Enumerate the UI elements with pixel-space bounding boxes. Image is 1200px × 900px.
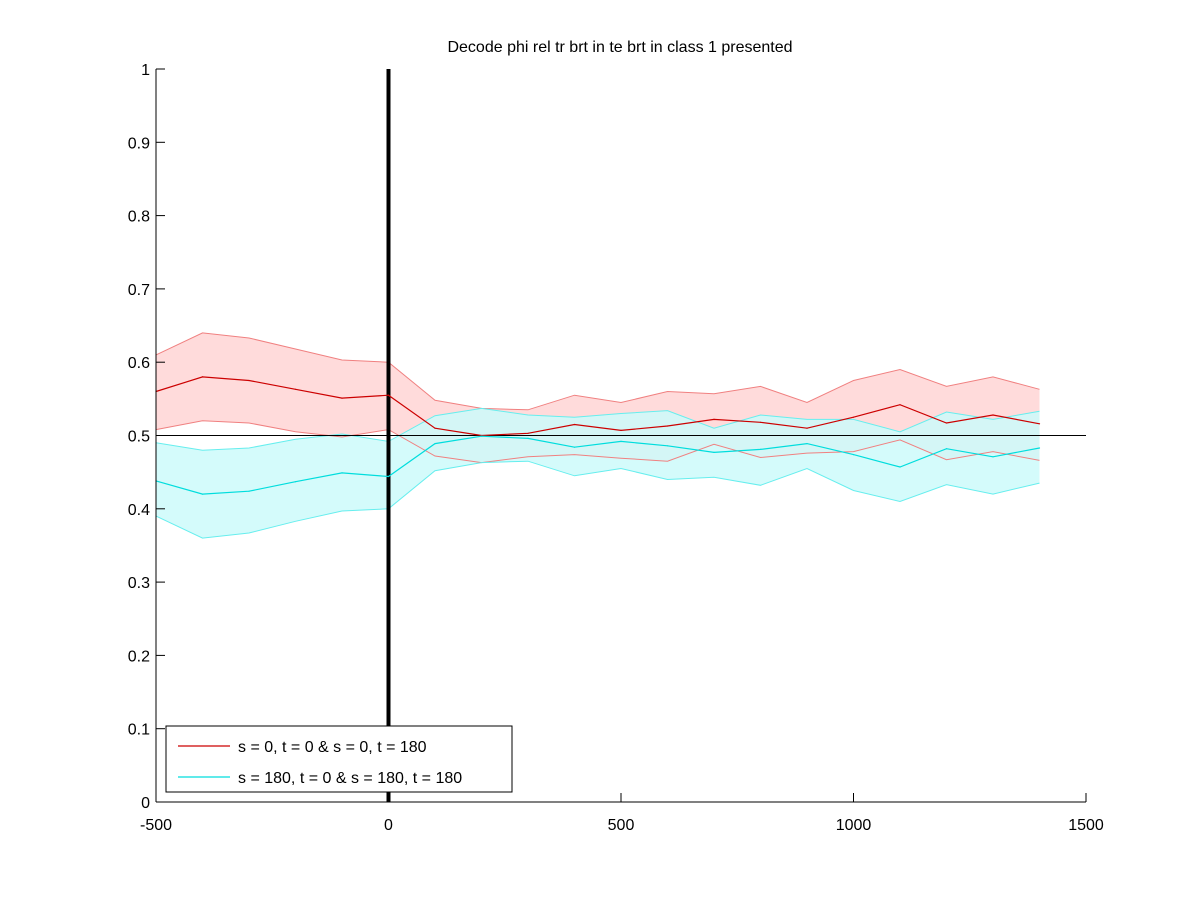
x-tick-label: 500 [608, 817, 635, 834]
series-1-point [341, 472, 343, 474]
x-tick-label: -500 [140, 817, 172, 834]
series-0-point [527, 432, 529, 434]
series-0-point [899, 404, 901, 406]
legend-label-1: s = 180, t = 0 & s = 180, t = 180 [238, 770, 462, 787]
y-tick-label: 0.5 [128, 429, 150, 446]
series-0-point [666, 425, 669, 427]
series-0-upper-edge [155, 332, 1040, 411]
series-1-upper-edge [155, 407, 1040, 451]
y-tick-label: 0.4 [128, 502, 150, 519]
series-1-band [156, 408, 1040, 539]
series-0-point [759, 421, 762, 423]
series-0-point [992, 414, 994, 416]
series-0-point [387, 394, 390, 396]
series-1-point [1038, 447, 1041, 449]
ticks: -500 0 500 1000 1500 0 0.1 0.2 0.3 0.4 0.5 0.6 0.7 0.… [128, 62, 1104, 834]
series-1-point [201, 493, 204, 495]
y-tick-label: 0 [141, 795, 150, 812]
series-1-point [759, 448, 762, 450]
series-0-point [201, 376, 204, 378]
x-tick-label: 1500 [1068, 817, 1104, 834]
series-0-point [294, 388, 297, 390]
x-tick-label: 1000 [836, 817, 872, 834]
legend: s = 0, t = 0 & s = 0, t = 180 s = 180, t … [165, 725, 513, 793]
series-1-point [573, 446, 576, 448]
y-tick-label: 1 [141, 62, 150, 79]
y-tick-label: 0.8 [128, 209, 150, 226]
series-1-point [852, 454, 855, 456]
series-1-point [945, 448, 948, 450]
reference-lines [156, 69, 1086, 802]
y-tick-label: 0.9 [128, 135, 150, 152]
y-tick-label: 0.6 [128, 355, 150, 372]
series-1-point [806, 443, 808, 445]
series-0-point [1038, 423, 1041, 425]
legend-label-0: s = 0, t = 0 & s = 0, t = 180 [238, 739, 427, 756]
series-1-point [248, 490, 250, 492]
series-0-point [713, 418, 715, 420]
series-1-point [713, 451, 715, 453]
x-tick-label: 0 [384, 817, 393, 834]
series-0-point [620, 429, 622, 431]
series-0-point [945, 422, 948, 424]
series-1-point [387, 475, 390, 478]
series-0-line [155, 376, 1040, 437]
series-1-point [666, 445, 669, 447]
series-0-point [806, 427, 808, 429]
y-tick-label: 0.1 [128, 722, 150, 739]
series-1-line [155, 435, 1040, 495]
chart-title: Decode phi rel tr brt in te brt in class… [447, 39, 792, 56]
confidence-bands [156, 332, 1040, 539]
series-1-point [294, 481, 297, 483]
series-1-point [620, 440, 622, 442]
series-1-point [527, 437, 529, 439]
series-1-point [899, 466, 901, 468]
series-0-point [248, 379, 250, 382]
series-1-point [992, 456, 994, 458]
series-0-point [434, 427, 436, 429]
confidence-band-edges [155, 332, 1040, 539]
series-0-point [852, 416, 855, 418]
series-1-point [434, 443, 436, 445]
series-1-lower-edge [155, 460, 1040, 539]
series-0-point [341, 397, 343, 399]
y-tick-label: 0.2 [128, 648, 150, 665]
series-0-point [573, 423, 576, 426]
series-0-lower-edge [155, 420, 1040, 464]
y-tick-label: 0.7 [128, 282, 150, 299]
y-tick-label: 0.3 [128, 575, 150, 592]
series-1-point [480, 435, 483, 437]
legend-box [165, 725, 513, 793]
